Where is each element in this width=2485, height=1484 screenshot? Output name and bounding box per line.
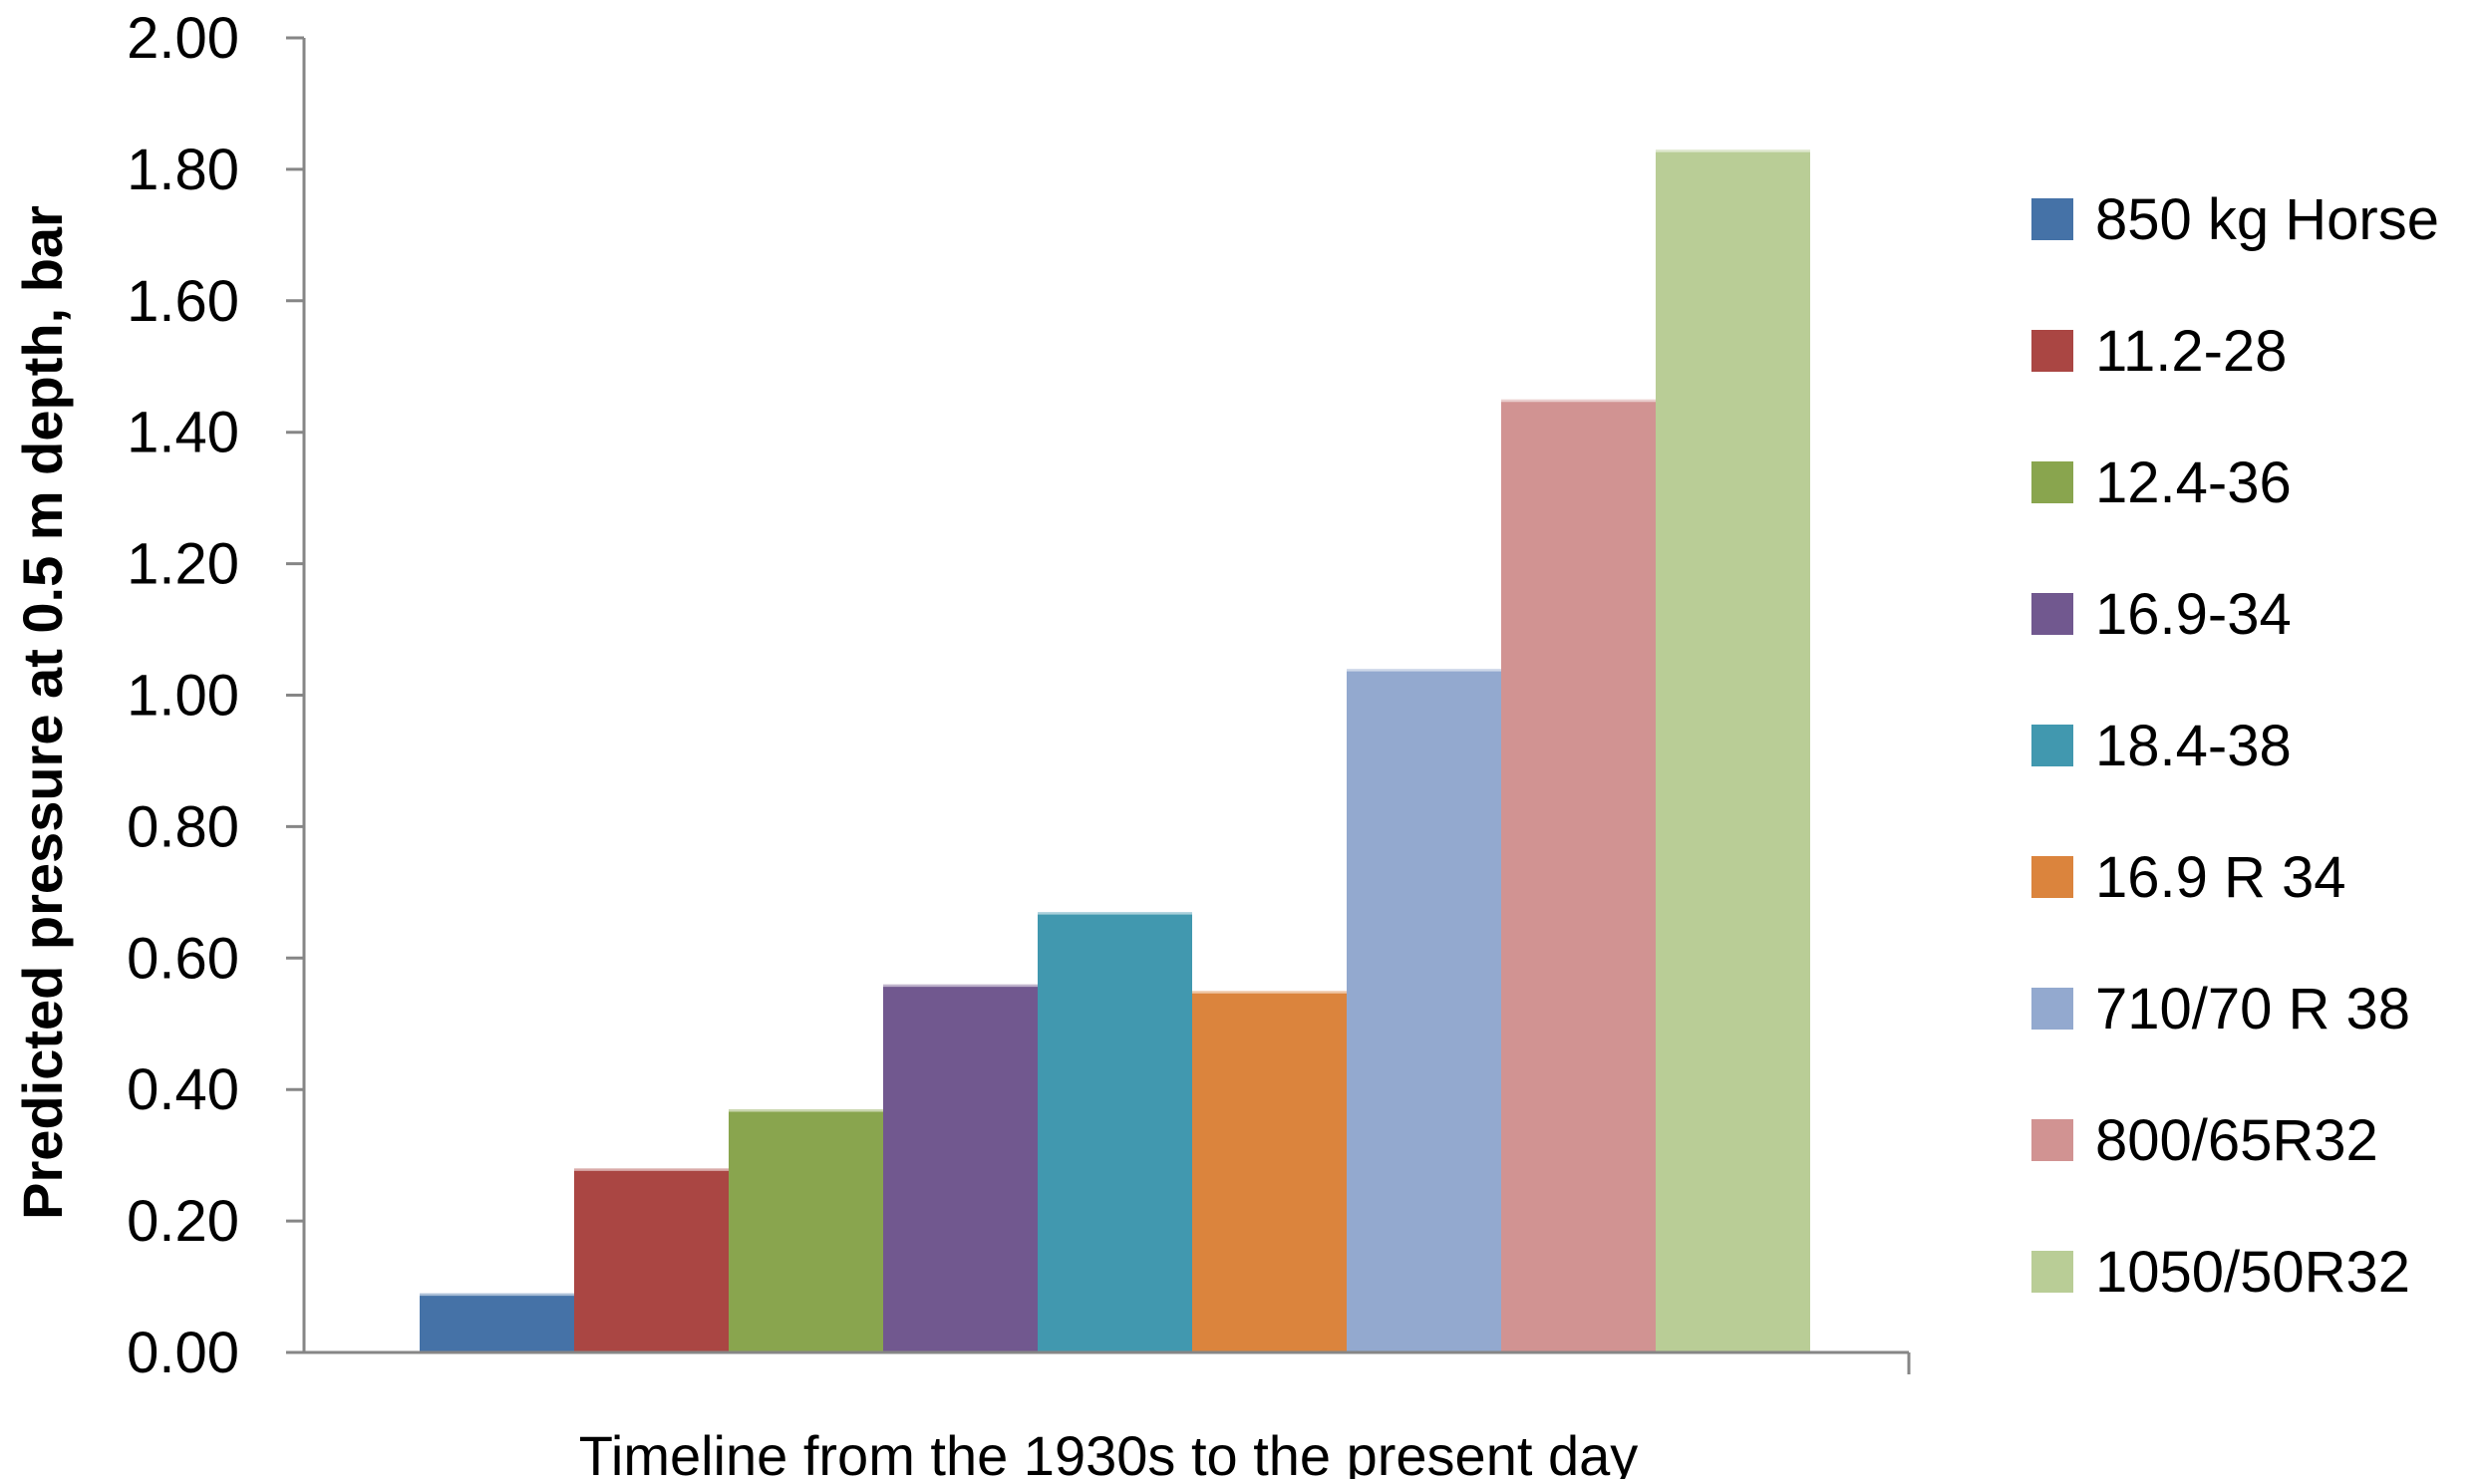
legend-label: 710/70 R 38 — [2095, 977, 2410, 1041]
legend-swatch — [2031, 856, 2073, 898]
x-axis-title: Timeline from the 1930s to the present d… — [579, 1424, 1639, 1479]
bars — [420, 148, 1810, 1353]
y-tick-label: 0.40 — [127, 1057, 239, 1122]
y-tick-label: 1.60 — [127, 269, 239, 334]
bar-6 — [1192, 991, 1347, 1352]
legend: 850 kg Horse 11.2-28 12.4-36 16.9-34 18.4-38… — [2031, 187, 2439, 1305]
legend-swatch — [2031, 1119, 2073, 1161]
y-tick-label: 1.00 — [127, 664, 239, 729]
y-tick-label: 0.60 — [127, 926, 239, 991]
y-tick-label: 1.40 — [127, 401, 239, 465]
legend-label: 12.4-36 — [2095, 450, 2292, 515]
bar-8 — [1501, 399, 1656, 1353]
legend-label: 1050/50R32 — [2095, 1240, 2410, 1305]
bar-1 — [420, 1293, 574, 1352]
legend-label: 850 kg Horse — [2095, 187, 2439, 252]
legend-label: 16.9 R 34 — [2095, 845, 2346, 910]
bar-7 — [1347, 669, 1501, 1352]
y-axis-title: Predicted pressure at 0.5 m depth, bar — [11, 205, 74, 1220]
legend-swatch — [2031, 330, 2073, 372]
legend-label: 800/65R32 — [2095, 1108, 2378, 1173]
y-tick-label: 0.20 — [127, 1189, 239, 1254]
bar-2 — [574, 1168, 729, 1352]
legend-swatch — [2031, 725, 2073, 766]
y-tick-label: 0.80 — [127, 794, 239, 859]
legend-label: 11.2-28 — [2095, 319, 2287, 384]
bar-9 — [1656, 149, 1810, 1353]
bar-4 — [883, 984, 1038, 1352]
bar-5 — [1038, 912, 1192, 1352]
legend-label: 16.9-34 — [2095, 582, 2292, 647]
legend-label: 18.4-38 — [2095, 714, 2292, 778]
legend-swatch — [2031, 198, 2073, 240]
legend-swatch — [2031, 1251, 2073, 1293]
legend-swatch — [2031, 461, 2073, 503]
y-tick-label: 1.80 — [127, 138, 239, 202]
legend-swatch — [2031, 593, 2073, 635]
bar-3 — [729, 1108, 883, 1352]
legend-swatch — [2031, 988, 2073, 1030]
y-tick-label: 0.00 — [127, 1321, 239, 1385]
y-axis-ticks: 0.00 0.20 0.40 0.60 0.80 1.00 1.20 1.40 1.60 1.80… — [127, 6, 304, 1385]
axes — [302, 38, 1911, 1374]
y-tick-label: 2.00 — [127, 6, 239, 71]
y-tick-label: 1.20 — [127, 532, 239, 597]
